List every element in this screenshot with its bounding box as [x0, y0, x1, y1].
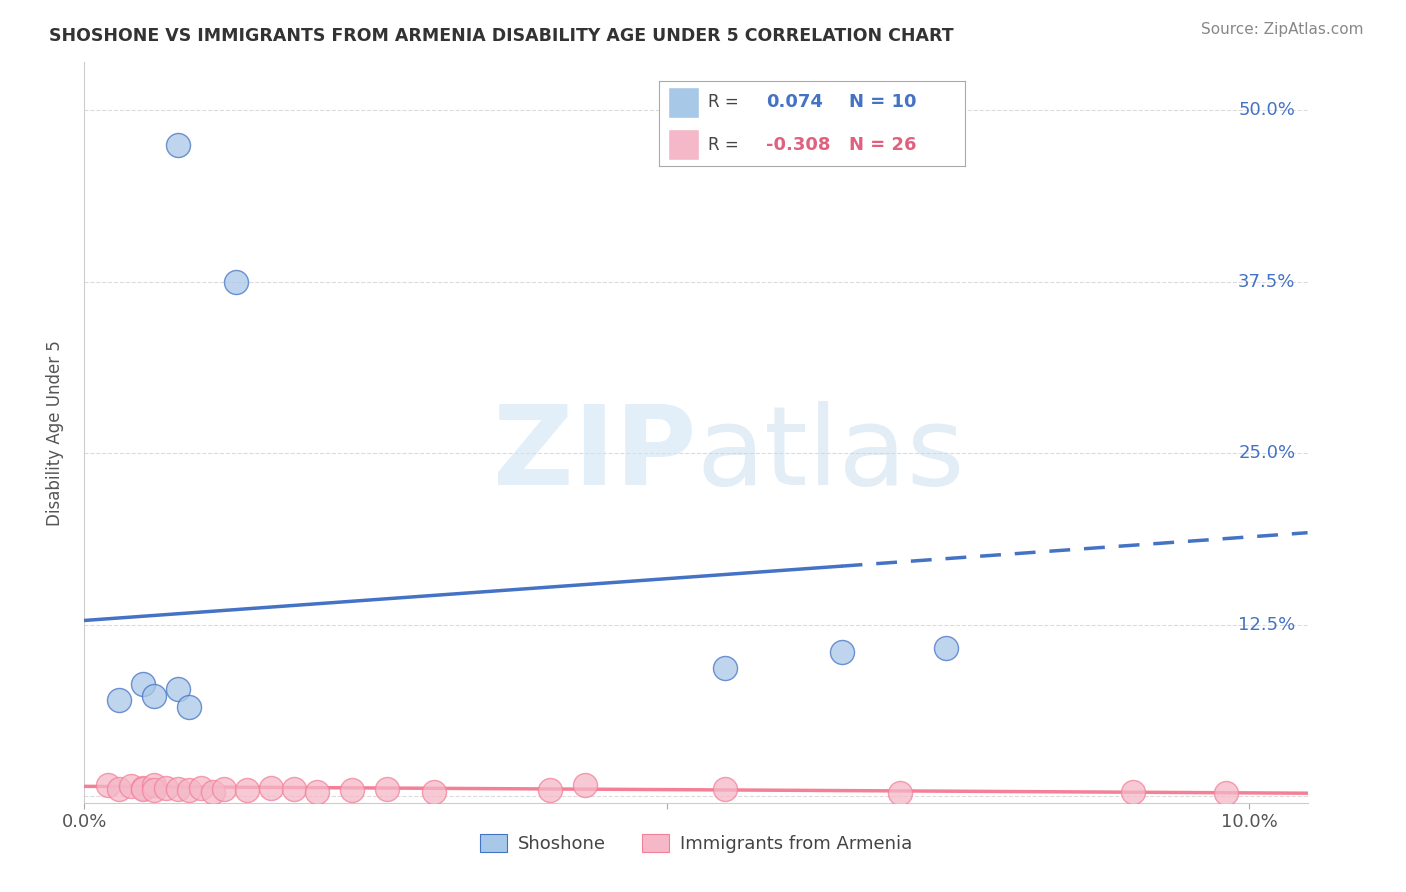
Point — [236, 783, 259, 797]
Point — [889, 786, 911, 800]
Point — [131, 780, 153, 795]
Point — [166, 137, 188, 152]
Point — [831, 645, 853, 659]
Point — [212, 782, 235, 797]
Text: 37.5%: 37.5% — [1237, 273, 1295, 291]
Y-axis label: Disability Age Under 5: Disability Age Under 5 — [45, 340, 63, 525]
Text: SHOSHONE VS IMMIGRANTS FROM ARMENIA DISABILITY AGE UNDER 5 CORRELATION CHART: SHOSHONE VS IMMIGRANTS FROM ARMENIA DISA… — [49, 27, 953, 45]
Text: 12.5%: 12.5% — [1239, 615, 1295, 633]
Point — [1215, 786, 1237, 800]
Point — [190, 780, 212, 795]
Text: atlas: atlas — [696, 401, 965, 508]
Point — [342, 783, 364, 797]
Point — [179, 783, 201, 797]
Point — [166, 681, 188, 696]
Point — [260, 780, 283, 795]
Point — [714, 782, 737, 797]
Point — [143, 778, 166, 792]
Text: ZIP: ZIP — [492, 401, 696, 508]
Point — [131, 676, 153, 690]
Point — [201, 785, 224, 799]
Point — [155, 780, 177, 795]
Point — [108, 782, 131, 797]
Text: 50.0%: 50.0% — [1239, 102, 1295, 120]
Point — [423, 785, 446, 799]
Text: Source: ZipAtlas.com: Source: ZipAtlas.com — [1201, 22, 1364, 37]
Point — [375, 782, 398, 797]
Point — [935, 640, 957, 655]
Point — [131, 782, 153, 797]
Point — [307, 785, 329, 799]
Point — [225, 275, 247, 289]
Point — [1122, 785, 1144, 799]
Point — [97, 778, 120, 792]
Point — [179, 699, 201, 714]
Point — [538, 783, 561, 797]
Point — [283, 782, 305, 797]
Point — [143, 783, 166, 797]
Text: 25.0%: 25.0% — [1239, 444, 1295, 462]
Point — [120, 780, 142, 794]
Point — [143, 689, 166, 703]
Point — [714, 661, 737, 675]
Legend: Shoshone, Immigrants from Armenia: Shoshone, Immigrants from Armenia — [472, 827, 920, 861]
Point — [166, 782, 188, 797]
Point — [574, 778, 596, 792]
Point — [108, 693, 131, 707]
